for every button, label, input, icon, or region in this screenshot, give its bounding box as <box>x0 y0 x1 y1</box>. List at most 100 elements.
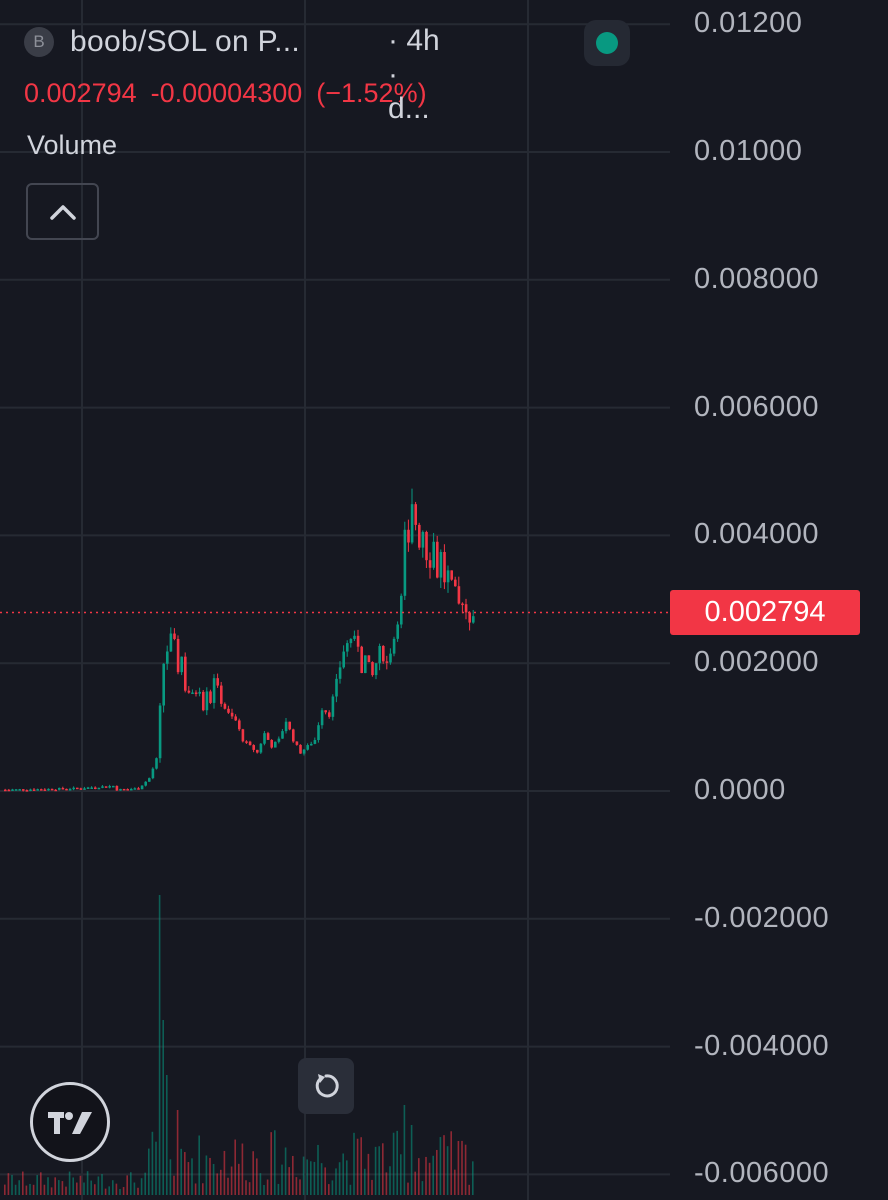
candle-body <box>234 716 237 721</box>
volume-bar <box>450 1131 452 1195</box>
candle-body <box>392 638 396 654</box>
candle-body <box>382 645 385 662</box>
volume-bar <box>216 1173 218 1195</box>
candle-body <box>97 787 101 790</box>
candle-body <box>137 788 140 790</box>
candle-body <box>241 729 245 742</box>
volume-bar <box>457 1141 460 1195</box>
volume-bar <box>90 1180 92 1195</box>
candle-body <box>313 740 317 744</box>
candle-body <box>421 531 425 548</box>
volume-bar <box>418 1158 420 1195</box>
volume-bar <box>32 1184 35 1195</box>
volume-bar <box>202 1183 204 1195</box>
candle-body <box>356 635 360 647</box>
candle-body <box>227 708 230 713</box>
volume-bar <box>18 1180 20 1195</box>
candle-body <box>281 731 284 739</box>
volume-bar <box>245 1180 247 1195</box>
volume-bar <box>306 1159 308 1195</box>
volume-bar <box>349 1184 352 1195</box>
volume-bar <box>400 1154 402 1195</box>
volume-bar <box>50 1187 53 1195</box>
candle-body <box>223 703 227 709</box>
candle-body <box>425 531 428 561</box>
volume-bar <box>392 1132 395 1195</box>
volume-bar <box>205 1155 208 1195</box>
candle-body <box>302 749 306 754</box>
candle-body <box>72 787 75 790</box>
volume-bar <box>151 1131 154 1195</box>
volume-bar <box>396 1130 398 1195</box>
candle-body <box>374 663 378 676</box>
volume-bar <box>317 1144 319 1195</box>
volume-bar <box>277 1183 280 1195</box>
candle-body <box>418 524 421 548</box>
candle-body <box>7 789 11 792</box>
candle-body <box>176 638 180 673</box>
live-dot-icon[interactable] <box>584 20 630 66</box>
volume-bar <box>144 1172 146 1195</box>
candle-body <box>180 656 183 673</box>
volume-bar <box>252 1151 254 1195</box>
volume-bar <box>209 1157 211 1195</box>
volume-bar <box>468 1184 470 1195</box>
volume-bar <box>198 1135 200 1195</box>
volume-bar <box>432 1155 434 1195</box>
candle-body <box>446 570 450 583</box>
volume-bar <box>274 1130 276 1195</box>
volume-bar <box>410 1125 413 1195</box>
volume-bar <box>414 1171 416 1195</box>
volume-bar <box>439 1137 442 1195</box>
volume-bar <box>230 1166 233 1195</box>
candle-body <box>238 720 241 730</box>
volume-bar <box>295 1177 298 1195</box>
volume-bar <box>25 1185 28 1195</box>
volume-bar <box>4 1184 6 1195</box>
volume-bar <box>68 1171 71 1195</box>
candle-body <box>43 789 47 791</box>
volume-bar <box>310 1161 312 1195</box>
collapse-button[interactable] <box>26 183 99 240</box>
reset-chart-button[interactable] <box>298 1058 354 1114</box>
candle-body <box>288 721 291 730</box>
candle-body <box>104 786 108 788</box>
candle-body <box>230 712 234 717</box>
candle-body <box>396 624 399 639</box>
symbol-title[interactable]: boob/SOL on P... <box>70 25 300 58</box>
volume-bars <box>4 895 474 1195</box>
candle-body <box>158 705 162 759</box>
last-value: 0.002794 <box>24 78 137 108</box>
volume-bar <box>461 1140 463 1195</box>
candle-body <box>148 778 151 782</box>
volume-bar <box>7 1173 10 1195</box>
price-axis-label: 0.006000 <box>694 390 819 423</box>
interval-label[interactable]: · 4h · d... <box>388 24 440 125</box>
candle-body <box>220 685 223 704</box>
candle-body <box>14 789 18 791</box>
candle-body <box>439 552 443 578</box>
candle-body <box>169 633 173 652</box>
volume-bar <box>223 1150 226 1195</box>
volume-bar <box>238 1163 240 1195</box>
volume-bar <box>112 1180 114 1195</box>
volume-bar <box>421 1181 424 1195</box>
candle-body <box>454 579 457 587</box>
volume-bar <box>158 895 161 1195</box>
price-axis-label: -0.004000 <box>694 1029 830 1062</box>
volume-bar <box>266 1179 269 1195</box>
candle-body <box>209 691 212 703</box>
candle-body <box>198 691 201 694</box>
symbol-logo: B <box>24 27 54 57</box>
candle-body <box>245 741 248 743</box>
volume-bar <box>288 1167 290 1195</box>
candle-body <box>349 638 353 644</box>
candle-body <box>292 729 295 742</box>
volume-bar <box>338 1162 341 1195</box>
volume-bar <box>22 1171 24 1195</box>
volume-bar <box>119 1188 121 1195</box>
candle-body <box>274 741 277 748</box>
tradingview-logo-icon[interactable] <box>30 1082 110 1162</box>
volume-bar <box>446 1146 449 1195</box>
